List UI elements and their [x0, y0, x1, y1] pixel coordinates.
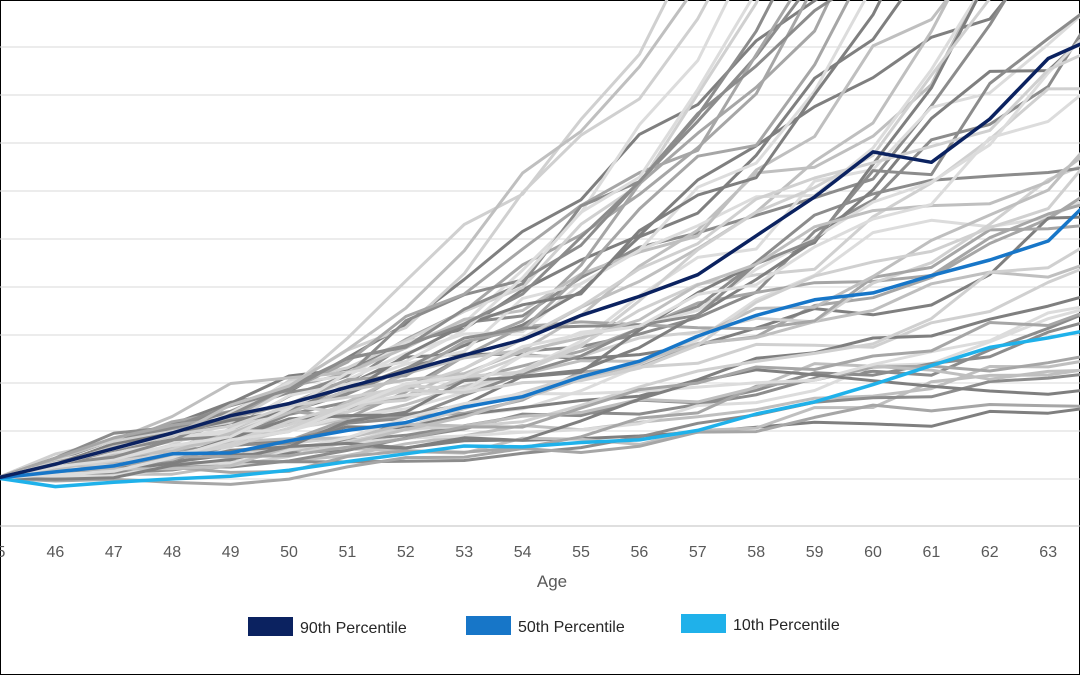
legend-label: 50th Percentile — [518, 619, 625, 636]
x-axis-title: Age — [537, 572, 567, 591]
legend-swatch — [466, 616, 511, 635]
x-tick-label: 62 — [981, 544, 999, 561]
legend-swatch — [681, 614, 726, 633]
legend-label: 10th Percentile — [733, 617, 840, 634]
x-tick-label: 57 — [689, 544, 707, 561]
x-tick-label: 59 — [806, 544, 824, 561]
x-tick-label: 54 — [514, 544, 532, 561]
simulation-line — [0, 360, 1080, 480]
x-tick-label: 46 — [47, 544, 65, 561]
x-tick-label: 50 — [280, 544, 298, 561]
x-tick-label: 49 — [222, 544, 240, 561]
simulation-line — [0, 151, 1080, 480]
x-tick-label: 53 — [455, 544, 473, 561]
simulation-line — [0, 0, 834, 479]
x-tick-label: 48 — [163, 544, 181, 561]
simulation-line — [0, 312, 1080, 480]
x-tick-label: 52 — [397, 544, 415, 561]
legend-swatch — [248, 617, 293, 636]
simulation-line — [0, 0, 979, 480]
x-tick-label: 63 — [1039, 544, 1057, 561]
percentile-lines — [0, 42, 1080, 489]
x-tick-label: 60 — [864, 544, 882, 561]
legend-label: 90th Percentile — [300, 620, 407, 637]
series-line — [0, 207, 1080, 480]
x-tick-label: 47 — [105, 544, 123, 561]
simulation-line — [0, 368, 1080, 481]
simulation-line — [0, 0, 851, 479]
x-tick-label: 55 — [572, 544, 590, 561]
x-tick-label: 5 — [0, 544, 6, 561]
series-line — [0, 42, 1080, 480]
x-tick-label: 58 — [747, 544, 765, 561]
series-line — [0, 329, 1080, 489]
x-tick-label: 51 — [339, 544, 357, 561]
simulation-line — [0, 403, 1080, 486]
simulation-paths — [0, 0, 1080, 486]
simulation-line — [0, 0, 753, 479]
x-tick-labels: 5 46 47 48 49 50 51 52 53 54 55 56 57 58 59 60 61 62 63 — [0, 544, 1057, 561]
x-tick-label: 61 — [923, 544, 941, 561]
legend: 90th Percentile 50th Percentile 10th Perce… — [248, 614, 840, 637]
simulation-line — [0, 0, 809, 479]
simulation-line — [0, 53, 1080, 479]
x-tick-label: 56 — [631, 544, 649, 561]
